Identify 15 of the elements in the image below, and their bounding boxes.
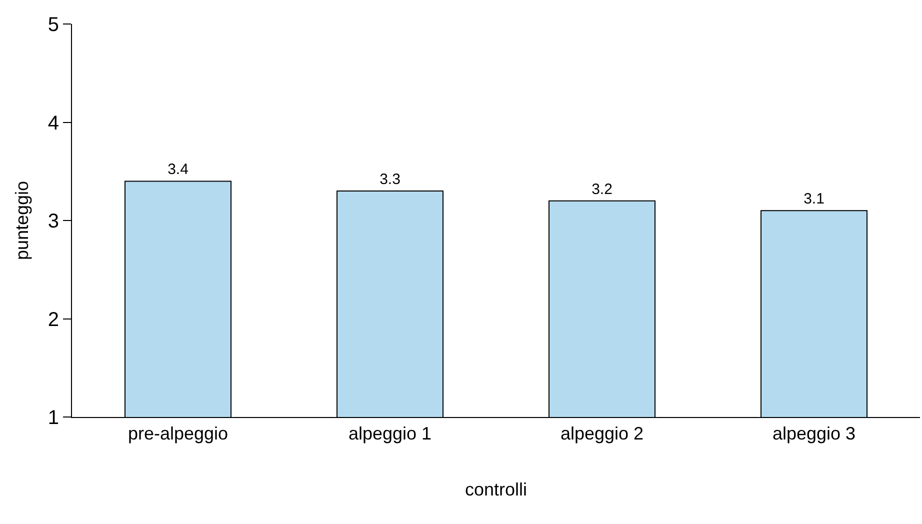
y-tick-label: 4 [48, 112, 59, 134]
x-tick-label: pre-alpeggio [128, 424, 228, 444]
y-tick-label: 3 [48, 210, 59, 232]
x-tick-label: alpeggio 1 [348, 424, 432, 444]
x-tick-label: alpeggio 2 [560, 424, 644, 444]
x-axis-title: controlli [464, 480, 528, 500]
y-tick-label: 1 [48, 407, 59, 429]
data-label: 3.3 [380, 171, 400, 188]
y-tick-label: 5 [48, 14, 59, 36]
y-axis-title: punteggio [12, 180, 32, 260]
data-label: 3.4 [168, 161, 188, 178]
y-tick-label: 2 [48, 308, 59, 331]
data-label: 3.2 [592, 180, 612, 198]
x-tick-label: alpeggio 3 [772, 424, 856, 444]
data-label: 3.1 [804, 190, 824, 208]
